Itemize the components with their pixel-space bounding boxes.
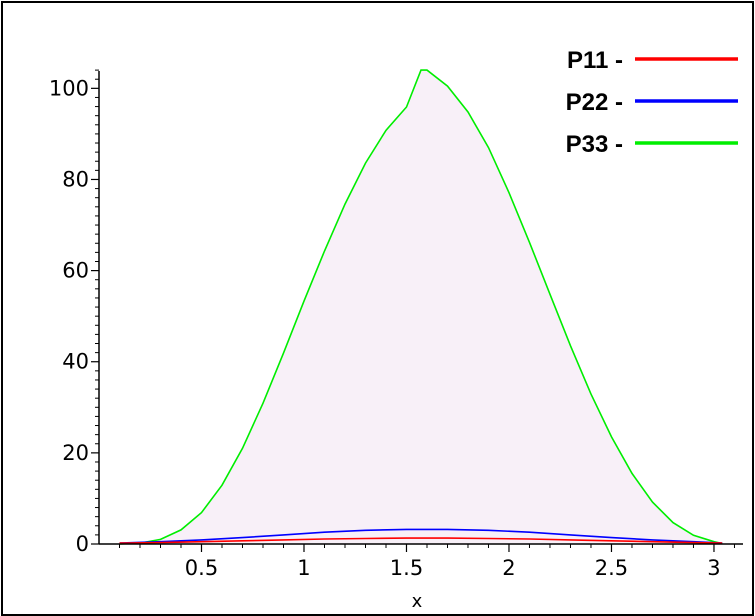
series-line-p33 <box>119 69 723 545</box>
legend: P11 - P22 - P33 - <box>566 47 738 158</box>
axes: 0.5 1 1.5 2 2.5 3 0 20 40 60 80 100 x <box>49 69 743 612</box>
x-tick-label: 1 <box>297 556 310 580</box>
series-line-p11 <box>119 537 723 544</box>
x-tick-label: 3 <box>707 556 720 580</box>
y-tick-label: 100 <box>49 76 89 100</box>
x-tick-label: 2 <box>502 556 515 580</box>
x-axis-title: x <box>412 591 423 612</box>
series-layer <box>119 69 723 545</box>
legend-label-p22: P22 - <box>566 89 623 116</box>
area-fill <box>119 70 723 544</box>
area-fill-layer <box>119 70 723 544</box>
legend-label-p11: P11 - <box>567 47 623 74</box>
y-tick-label: 0 <box>76 532 89 556</box>
series-line-p22 <box>119 528 723 544</box>
line-chart: 0.5 1 1.5 2 2.5 3 0 20 40 60 80 100 x P11 - P22 - P33 … <box>49 47 743 612</box>
x-tick-label: 1.5 <box>390 556 423 580</box>
legend-label-p33: P33 - <box>566 131 623 158</box>
x-tick-label: 2.5 <box>595 556 628 580</box>
x-tick-label: 0.5 <box>185 556 218 580</box>
y-tick-label: 20 <box>62 441 89 465</box>
y-tick-label: 80 <box>62 167 89 191</box>
y-tick-label: 60 <box>62 259 89 283</box>
y-tick-label: 40 <box>62 350 89 374</box>
